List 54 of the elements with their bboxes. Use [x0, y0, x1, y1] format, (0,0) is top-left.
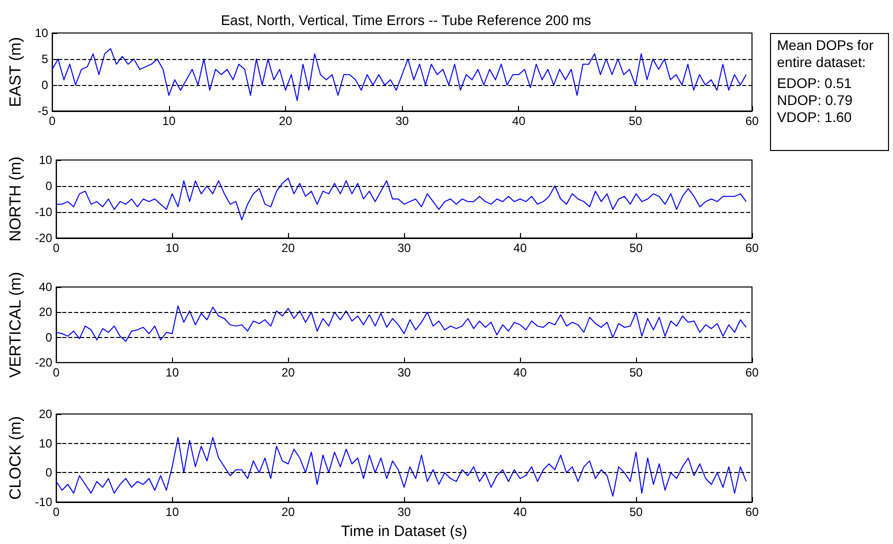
x-tick-label: 30: [395, 114, 410, 128]
chart-title: East, North, Vertical, Time Errors -- Tube Reference 200 ms: [220, 12, 592, 28]
y-tick-label: 20: [38, 407, 53, 421]
y-tick-label: 0: [46, 179, 53, 193]
y-tick-label: -20: [34, 231, 53, 245]
y-tick-label: 5: [42, 52, 49, 66]
y-axis-title: VERTICAL (m): [8, 272, 24, 378]
x-tick-label: 20: [281, 241, 296, 255]
y-tick-label: 0: [42, 78, 49, 92]
x-tick-label: 20: [281, 366, 296, 380]
x-tick-label: 60: [745, 114, 759, 128]
x-tick-label: 40: [513, 241, 528, 255]
x-tick-label: 40: [513, 366, 528, 380]
text: VDOP: 1.60: [777, 109, 853, 126]
line-series: [56, 436, 747, 497]
x-tick-label: 10: [166, 366, 180, 380]
x-tick-label: 50: [629, 505, 644, 519]
x-tick-label: 10: [162, 114, 176, 128]
text: NDOP: 0.79: [777, 92, 854, 109]
y-axis-title: NORTH (m): [8, 156, 24, 242]
x-tick-label: 50: [629, 241, 644, 255]
y-tick-label: 0: [46, 466, 53, 480]
x-tick-label: 30: [397, 366, 412, 380]
x-tick-label: 60: [745, 366, 759, 380]
line-series: [56, 305, 747, 342]
y-tick-label: 10: [38, 436, 53, 450]
text: Mean DOPs for entire dataset:: [777, 37, 874, 71]
line-series: [56, 178, 747, 220]
text: EDOP: 0.51: [777, 75, 853, 92]
x-axis-title: Time in Dataset (s): [341, 523, 468, 540]
x-tick-label: 60: [745, 241, 759, 255]
y-tick-label: -10: [34, 495, 53, 509]
x-tick-label: 10: [166, 505, 180, 519]
y-tick-label: -20: [34, 356, 53, 370]
y-tick-label: 10: [34, 26, 49, 40]
line-series: [52, 48, 747, 102]
x-tick-label: 40: [512, 114, 526, 128]
x-tick-label: 20: [278, 114, 292, 128]
y-axis-title: CLOCK (m): [8, 416, 24, 500]
x-tick-label: 40: [513, 505, 528, 519]
x-tick-label: 50: [628, 114, 642, 128]
y-tick-label: 10: [38, 153, 53, 167]
y-tick-label: 40: [38, 280, 53, 294]
x-tick-label: 50: [629, 366, 644, 380]
y-tick-label: -10: [34, 205, 53, 219]
x-tick-label: 30: [397, 241, 412, 255]
y-tick-label: 0: [46, 330, 53, 344]
x-tick-label: 20: [281, 505, 296, 519]
x-tick-label: 60: [745, 505, 759, 519]
x-tick-label: 30: [397, 505, 412, 519]
x-tick-label: 10: [166, 241, 180, 255]
y-tick-label: -5: [38, 104, 49, 118]
y-tick-label: 20: [38, 305, 53, 320]
y-axis-title: EAST (m): [8, 37, 24, 107]
